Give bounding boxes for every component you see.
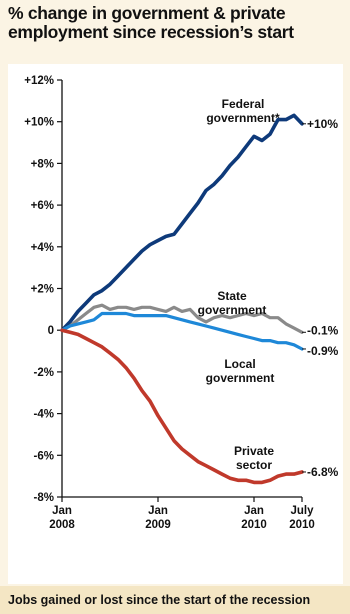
y-tick-label: +8% [31, 158, 54, 170]
chart-title: % change in government & private employm… [8, 4, 348, 42]
x-tick-label: 2010 [241, 519, 267, 531]
end-value-label-local: -0.9% [307, 344, 339, 358]
x-tick-label: Jan [148, 505, 168, 517]
chart-title-line-2: employment since recession’s start [8, 22, 294, 42]
y-tick-label: +4% [31, 242, 54, 254]
y-tick-label: +6% [31, 200, 54, 212]
y-tick-label: +2% [31, 284, 54, 296]
y-tick-label: +12% [24, 75, 54, 87]
end-value-label-private: -6.8% [307, 465, 339, 479]
y-tick-label: 0 [48, 325, 54, 337]
x-tick-label: 2009 [145, 519, 171, 531]
end-value-label-state: -0.1% [307, 323, 339, 337]
series-line-state [60, 303, 304, 334]
y-tick-label: -8% [34, 492, 54, 504]
end-value-label-federal: +10% [307, 117, 338, 131]
y-tick-label: -4% [34, 409, 54, 421]
y-tick-label: +10% [24, 117, 54, 129]
line-chart: +12%+10%+8%+6%+4%+2%0-2%-4%-6%-8%Jan2008… [24, 75, 339, 531]
series-label-private: Private [234, 444, 274, 458]
series-line-federal [60, 113, 304, 332]
y-tick-label: -6% [34, 450, 54, 462]
x-tick-label: Jan [52, 505, 72, 517]
series-line-local [60, 311, 304, 351]
x-tick-label: 2010 [289, 519, 315, 531]
chart-title-line-1: % change in government & private [8, 3, 286, 23]
series-label-local: government [206, 371, 275, 385]
series-label-state: government [198, 303, 267, 317]
series-label-state: State [217, 289, 247, 303]
footer-caption: Jobs gained or lost since the start of t… [8, 593, 311, 607]
series-line-private [60, 328, 304, 485]
y-tick-label: -2% [34, 367, 54, 379]
series-label-federal: government* [206, 111, 280, 125]
x-tick-label: Jan [244, 505, 264, 517]
x-tick-label: July [290, 505, 314, 517]
series-label-private: sector [236, 458, 272, 472]
x-tick-label: 2008 [49, 519, 75, 531]
footer-band [0, 586, 350, 614]
series-label-local: Local [224, 357, 255, 371]
series-label-federal: Federal [222, 97, 265, 111]
